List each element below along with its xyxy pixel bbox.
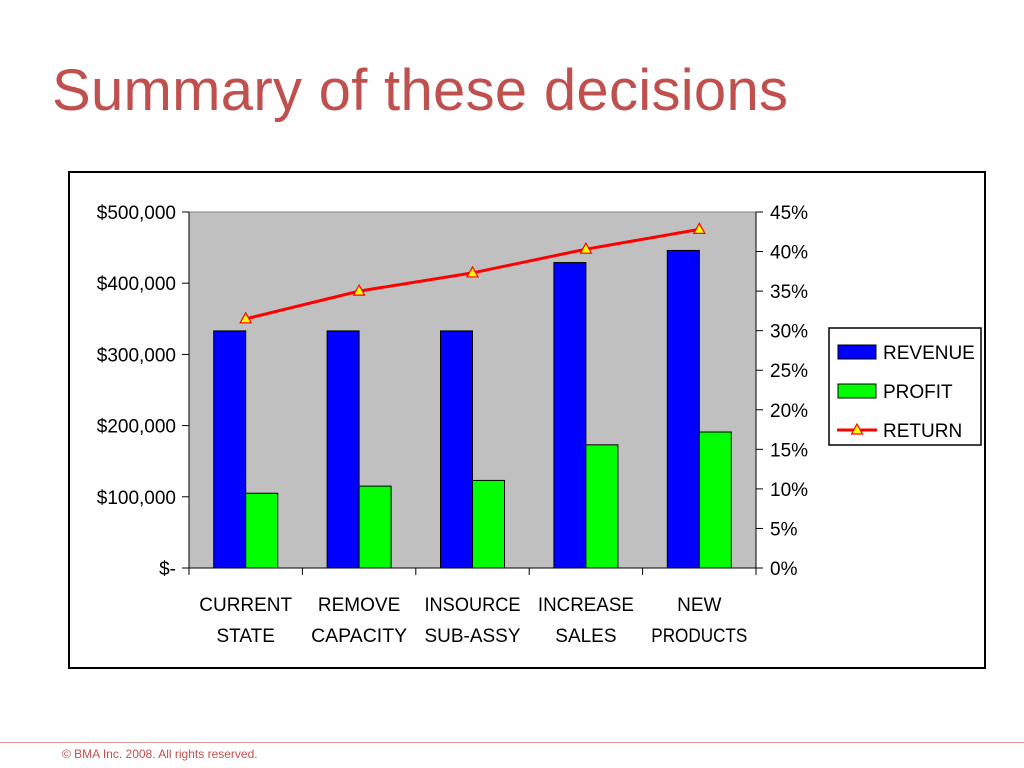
bar-profit-4 <box>698 431 732 569</box>
right-tick-label-7: 35% <box>770 282 808 303</box>
right-tick-label-3: 15% <box>770 440 808 461</box>
x-category-label-4-0: NEW <box>677 595 721 616</box>
bar-profit-0 <box>245 492 279 569</box>
point-return-4 <box>692 222 706 235</box>
left-tick-label-2: $200,000 <box>97 417 176 438</box>
point-return-1 <box>352 283 366 296</box>
left-tick-label-0: $- <box>159 559 176 580</box>
legend-label-profit: PROFIT <box>883 382 953 403</box>
x-category-label-4-1: PRODUCTS <box>651 626 747 647</box>
chart-frame: $- $100,000 $200,000 $300,000 $400,000 $500,0… <box>68 171 986 669</box>
combo-chart: $- $100,000 $200,000 $300,000 $400,000 $500,0… <box>97 203 982 647</box>
point-return-3 <box>579 241 593 254</box>
legend-label-return: RETURN <box>883 421 962 442</box>
legend-marker-return <box>850 422 864 435</box>
right-tick-label-5: 25% <box>770 361 808 382</box>
left-tick-label-4: $400,000 <box>97 274 176 295</box>
point-return-2 <box>465 265 480 278</box>
legend-swatch-profit <box>837 383 877 399</box>
right-tick-label-4: 20% <box>770 401 808 422</box>
point-return-0 <box>239 311 253 324</box>
right-tick-label-9: 45% <box>770 203 808 224</box>
bar-profit-1 <box>358 485 392 569</box>
copyright-footer: © BMA Inc. 2008. All rights reserved. <box>62 747 258 761</box>
bar-profit-3 <box>585 444 619 569</box>
left-tick-label-3: $300,000 <box>97 345 176 366</box>
x-category-label-1-0: REMOVE <box>318 595 400 616</box>
x-category-label-3-1: SALES <box>555 626 616 647</box>
legend-label-revenue: REVENUE <box>883 343 975 364</box>
x-category-label-2-1: SUB-ASSY <box>425 626 521 647</box>
bar-revenue-4 <box>666 249 700 569</box>
x-category-label-1-1: CAPACITY <box>311 626 407 647</box>
x-category-label-2-0: INSOURCE <box>425 595 521 616</box>
left-tick-label-5: $500,000 <box>97 203 176 224</box>
bar-revenue-1 <box>326 330 360 569</box>
right-tick-label-0: 0% <box>770 559 798 580</box>
bar-revenue-3 <box>553 262 587 569</box>
slide-title: Summary of these decisions <box>52 58 789 123</box>
bar-revenue-0 <box>213 330 247 569</box>
right-tick-label-1: 5% <box>770 519 798 540</box>
x-category-label-0-0: CURRENT <box>199 595 292 616</box>
left-tick-label-1: $100,000 <box>97 488 176 509</box>
footer-divider <box>0 742 1024 743</box>
right-tick-label-6: 30% <box>770 322 808 343</box>
bar-revenue-2 <box>440 330 473 569</box>
right-tick-label-2: 10% <box>770 480 808 501</box>
x-category-label-3-0: INCREASE <box>538 595 634 616</box>
x-category-label-0-1: STATE <box>216 626 274 647</box>
bar-profit-2 <box>472 479 505 569</box>
legend-swatch-revenue <box>837 344 877 360</box>
right-tick-label-8: 40% <box>770 243 808 264</box>
